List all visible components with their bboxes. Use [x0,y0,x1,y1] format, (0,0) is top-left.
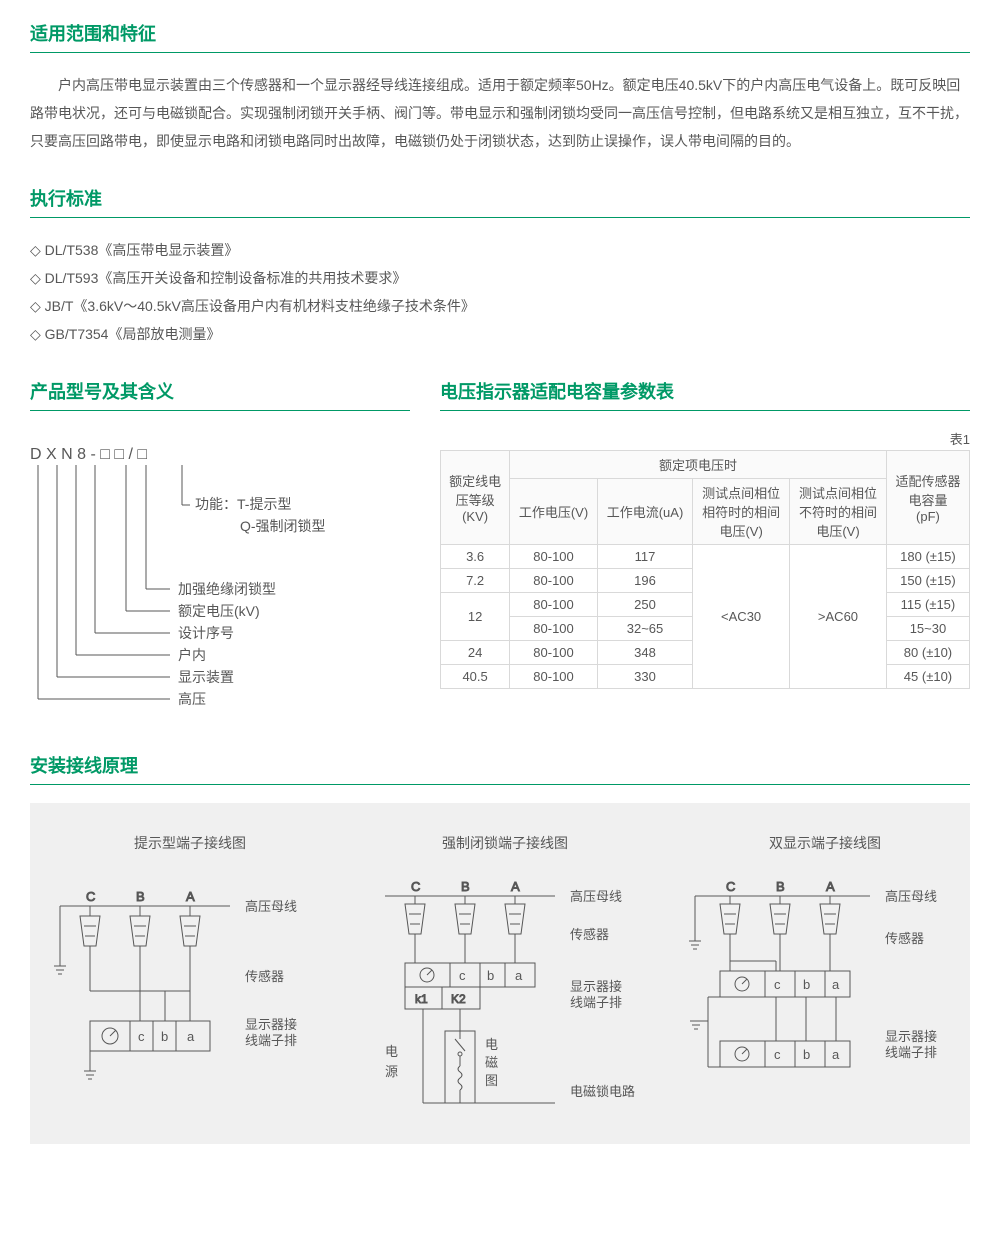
svg-text:a: a [832,1047,840,1062]
svg-text:B: B [776,879,785,894]
svg-text:电: 电 [385,1044,398,1059]
param-table: 额定线电压等级(KV) 额定项电压时 适配传感器电容量(pF) 工作电压(V) … [440,450,970,689]
th-wv: 工作电压(V) [510,479,598,545]
svg-text:磁: 磁 [485,1055,498,1070]
standard-item: JB/T《3.6kV～40.5kV高压设备用户内有机材料支柱绝缘子技术条件》 [30,292,970,320]
wiring-title-3: 双显示端子接线图 [680,833,970,853]
section-title-scope: 适用范围和特征 [30,20,970,53]
svg-text:c: c [138,1029,145,1044]
wiring-panel: 提示型端子接线图 C B [30,803,970,1144]
th-group: 额定项电压时 [510,451,887,479]
svg-text:电: 电 [485,1037,498,1052]
svg-text:户内: 户内 [178,647,206,663]
model-legend-diagram: D X N 8 - □ □ / □ 功能：T-提示型 Q-强制闭锁型 加强绝缘闭… [30,439,410,719]
svg-text:K2: K2 [451,992,466,1006]
wiring-diagram-3: C B A [680,871,970,1111]
svg-text:加强绝缘闭锁型: 加强绝缘闭锁型 [178,581,276,597]
wiring-title-2: 强制闭锁端子接线图 [355,833,655,853]
svg-text:传感器: 传感器 [245,969,284,984]
svg-text:线端子排: 线端子排 [885,1045,937,1060]
svg-text:电磁锁电路: 电磁锁电路 [570,1084,635,1099]
svg-text:额定电压(kV): 额定电压(kV) [178,603,260,619]
svg-text:b: b [803,1047,810,1062]
svg-text:b: b [161,1029,168,1044]
svg-text:线端子排: 线端子排 [245,1033,297,1048]
th-cap: 适配传感器电容量(pF) [886,451,969,545]
svg-text:显示器接: 显示器接 [570,979,622,994]
svg-text:B: B [461,879,470,894]
standard-item: GB/T7354《局部放电测量》 [30,320,970,348]
svg-text:A: A [186,889,195,904]
section-title-wiring: 安装接线原理 [30,752,970,785]
svg-text:功能：T-提示型: 功能：T-提示型 [195,496,291,512]
wiring-title-1: 提示型端子接线图 [50,833,330,853]
svg-text:高压母线: 高压母线 [570,889,622,904]
th-kv: 额定线电压等级(KV) [441,451,510,545]
svg-text:高压母线: 高压母线 [885,889,937,904]
svg-text:C: C [411,879,420,894]
svg-text:显示装置: 显示装置 [178,669,234,685]
svg-text:b: b [487,968,494,983]
scope-body: 户内高压带电显示装置由三个传感器和一个显示器经导线连接组成。适用于额定频率50H… [30,71,970,155]
svg-text:线端子排: 线端子排 [570,995,622,1010]
svg-text:图: 图 [485,1073,498,1088]
svg-text:A: A [511,879,520,894]
th-c4: 测试点间相位相符时的相间电压(V) [693,479,790,545]
svg-text:c: c [774,977,781,992]
standard-item: DL/T538《高压带电显示装置》 [30,236,970,264]
svg-text:A: A [826,879,835,894]
svg-text:高压母线: 高压母线 [245,899,297,914]
svg-text:C: C [86,889,95,904]
section-title-params: 电压指示器适配电容量参数表 [440,378,970,411]
table-number: 表1 [440,429,970,448]
svg-text:传感器: 传感器 [570,927,609,942]
standards-list: DL/T538《高压带电显示装置》 DL/T593《高压开关设备和控制设备标准的… [30,236,970,348]
svg-text:c: c [459,968,466,983]
svg-text:显示器接: 显示器接 [885,1029,937,1044]
svg-text:显示器接: 显示器接 [245,1017,297,1032]
table-row: 3.680-100117 <AC30 >AC60 180 (±15) [441,545,970,569]
svg-text:Q-强制闭锁型: Q-强制闭锁型 [240,518,326,534]
svg-text:a: a [187,1029,195,1044]
wiring-diagram-1: C B A [50,871,330,1101]
section-title-standards: 执行标准 [30,185,970,218]
svg-text:C: C [726,879,735,894]
svg-text:a: a [515,968,523,983]
svg-text:传感器: 传感器 [885,931,924,946]
wiring-diagram-2: C B A [355,871,655,1121]
svg-text:D X N 8 - □ □ / □: D X N 8 - □ □ / □ [30,446,147,463]
svg-text:k1: k1 [415,992,428,1006]
standard-item: DL/T593《高压开关设备和控制设备标准的共用技术要求》 [30,264,970,292]
th-wa: 工作电流(uA) [597,479,692,545]
svg-text:b: b [803,977,810,992]
svg-text:B: B [136,889,145,904]
svg-text:c: c [774,1047,781,1062]
section-title-model: 产品型号及其含义 [30,378,410,411]
svg-text:设计序号: 设计序号 [178,625,234,641]
svg-text:高压: 高压 [178,691,206,707]
th-c5: 测试点间相位不符时的相间电压(V) [790,479,887,545]
svg-text:源: 源 [385,1064,398,1079]
svg-text:a: a [832,977,840,992]
